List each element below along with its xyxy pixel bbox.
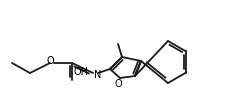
Text: OH: OH (74, 67, 89, 77)
Text: N: N (94, 70, 101, 80)
Text: O: O (46, 56, 54, 66)
Text: O: O (114, 79, 122, 89)
